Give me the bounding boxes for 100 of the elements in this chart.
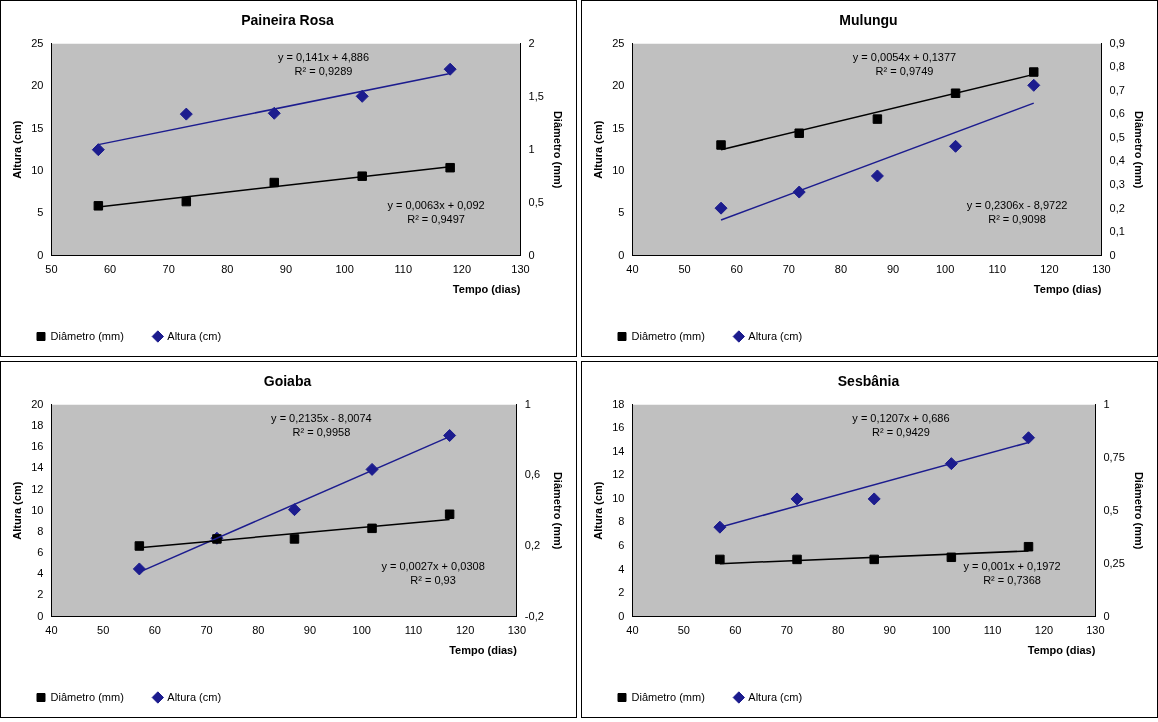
point — [367, 523, 377, 534]
x-tick-label: 50 — [677, 624, 690, 637]
y-tick-label: 5 — [37, 206, 44, 219]
x-tick-label: 100 — [931, 624, 951, 637]
x-tick-label: 70 — [780, 624, 793, 637]
point — [269, 177, 279, 188]
x-tick-label: 110 — [404, 624, 423, 637]
point — [132, 562, 146, 576]
y-tick-label: 6 — [37, 546, 44, 559]
y-tick-label: 2 — [37, 588, 44, 601]
x-tick-label: 120 — [1034, 624, 1054, 637]
point — [1029, 67, 1039, 77]
point — [867, 492, 881, 506]
y-tick-label: 4 — [618, 562, 625, 575]
point — [445, 162, 455, 173]
chart-title: Mulungu — [839, 12, 898, 29]
point — [289, 534, 300, 544]
x-tick-label: 40 — [45, 624, 58, 637]
y-tick-label: 10 — [31, 163, 44, 176]
y-tick-label: 4 — [37, 567, 44, 580]
y-tick-label: 0 — [618, 248, 625, 261]
legend-label: Diâmetro (mm) — [631, 329, 705, 342]
annotation: y = 0,0063x + 0,092 R² = 0,9497 — [387, 199, 485, 226]
legend-label: Altura (cm) — [748, 329, 803, 342]
y-tick-label: 20 — [31, 79, 44, 92]
y-tick-label: 0 — [37, 609, 44, 622]
y-tick-label: 8 — [37, 524, 44, 537]
y-axis-title: Altura (cm) — [10, 120, 23, 179]
point — [792, 554, 802, 565]
x-axis-title: Tempo (dias) — [452, 283, 521, 296]
y2-tick-label: 0,5 — [1103, 503, 1119, 516]
y2-tick-label: 0,75 — [1103, 450, 1125, 463]
annotation: y = 0,2306x - 8,9722 R² = 0,9098 — [966, 199, 1068, 226]
y2-tick-label: 0,2 — [524, 539, 541, 552]
y-tick-label: 16 — [612, 421, 625, 434]
y-axis-title: Altura (cm) — [591, 481, 604, 540]
point — [1027, 78, 1041, 92]
y2-tick-label: 0,25 — [1103, 556, 1125, 569]
x-tick-label: 130 — [1086, 624, 1105, 637]
y2-tick-label: 0,8 — [1109, 60, 1125, 73]
point — [287, 503, 301, 517]
legend-label: Altura (cm) — [167, 690, 222, 703]
point — [365, 462, 379, 476]
x-tick-label: 120 — [1040, 263, 1059, 276]
point — [1022, 431, 1036, 445]
x-tick-label: 60 — [103, 263, 117, 276]
y-tick-label: 0 — [37, 248, 44, 261]
x-tick-label: 130 — [1092, 263, 1111, 276]
point — [134, 541, 145, 551]
y-tick-label: 12 — [612, 468, 625, 481]
x-tick-label: 90 — [303, 624, 317, 637]
x-tick-label: 50 — [678, 263, 691, 276]
point — [93, 201, 104, 211]
point — [443, 62, 457, 76]
annotation: y = 0,001x + 0,1972 R² = 0,7368 — [963, 560, 1061, 587]
x-tick-label: 40 — [626, 624, 639, 637]
y2-tick-label: 0 — [1109, 248, 1116, 261]
point — [355, 89, 369, 103]
legend-label: Diâmetro (mm) — [631, 690, 705, 703]
y2-tick-label: 0 — [528, 248, 535, 261]
y2-tick-label: 0,2 — [1109, 201, 1125, 214]
x-tick-label: 80 — [252, 624, 265, 637]
x-tick-label: 70 — [162, 263, 175, 276]
legend-label: Diâmetro (mm) — [50, 329, 124, 342]
y-tick-label: 8 — [618, 515, 625, 528]
y-tick-label: 18 — [612, 397, 625, 410]
point — [794, 128, 804, 138]
y-tick-label: 12 — [31, 482, 44, 495]
y2-tick-label: 0,6 — [1109, 107, 1125, 120]
y2-tick-label: 0 — [1103, 609, 1110, 622]
y-tick-label: 15 — [612, 121, 625, 134]
y2-axis-title: Diâmetro (mm) — [552, 471, 565, 550]
y2-tick-label: 1 — [528, 142, 535, 155]
y-tick-label: 10 — [31, 503, 44, 516]
y2-tick-label: 0,3 — [1109, 178, 1125, 191]
x-tick-label: 120 — [452, 263, 472, 276]
x-tick-label: 70 — [782, 263, 795, 276]
x-tick-label: 130 — [511, 263, 530, 276]
y-tick-label: 5 — [618, 206, 625, 219]
x-tick-label: 110 — [983, 624, 1002, 637]
x-axis-title: Tempo (dias) — [1027, 644, 1096, 657]
y2-tick-label: -0,2 — [524, 609, 544, 622]
x-tick-label: 50 — [97, 624, 110, 637]
x-tick-label: 40 — [626, 263, 639, 276]
point — [179, 107, 193, 121]
x-tick-label: 100 — [935, 263, 955, 276]
legend-label: Diâmetro (mm) — [50, 690, 124, 703]
y2-tick-label: 0,1 — [1109, 225, 1125, 238]
point — [714, 201, 728, 215]
y-tick-label: 6 — [618, 539, 625, 552]
point — [792, 185, 806, 199]
point — [872, 114, 883, 124]
y2-axis-title: Diâmetro (mm) — [552, 110, 565, 189]
y-tick-label: 25 — [31, 36, 44, 49]
point — [715, 554, 725, 565]
y2-tick-label: 1 — [524, 397, 531, 410]
y2-axis-title: Diâmetro (mm) — [1133, 471, 1146, 550]
chart-title: Sesbânia — [837, 373, 900, 390]
annotation: y = 0,141x + 4,886 R² = 0,9289 — [277, 51, 370, 78]
y-tick-label: 20 — [31, 397, 44, 410]
